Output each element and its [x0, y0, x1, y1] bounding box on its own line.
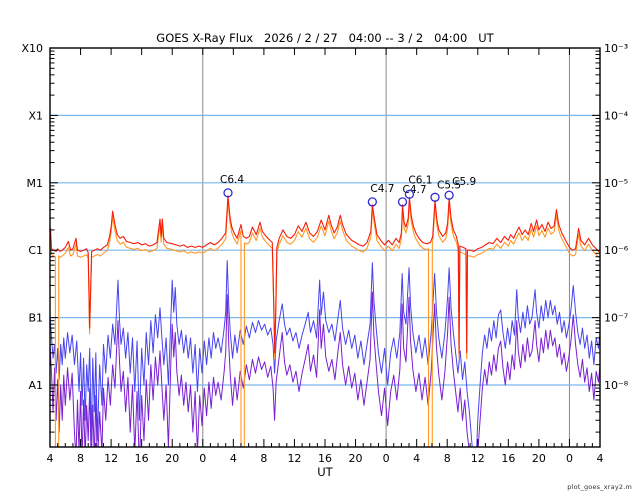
y-right-flux-label: 10⁻⁶: [604, 244, 629, 257]
series-group: [50, 195, 600, 447]
flare-peak-marker: [367, 197, 378, 207]
x-tick-label: 16: [501, 452, 515, 465]
x-tick-label: 4: [597, 452, 604, 465]
x-tick-label: 12: [471, 452, 485, 465]
x-tick-label: 4: [230, 452, 237, 465]
x-tick-label: 16: [318, 452, 332, 465]
flare-class-label: C5.9: [452, 176, 476, 188]
y-left-class-label: M1: [27, 177, 44, 190]
chart-title: GOES X-Ray Flux 2026 / 2 / 27 04:00 -- 3…: [156, 31, 494, 45]
y-right-flux-label: 10⁻⁴: [604, 109, 629, 122]
y-right-flux-label: 10⁻³: [604, 42, 628, 55]
xray-series-blue: [50, 260, 600, 447]
y-left-class-label: B1: [28, 312, 43, 325]
flare-class-label: C6.4: [220, 174, 244, 186]
flare-class-label: C6.1: [408, 174, 432, 186]
y-right-flux-label: 10⁻⁸: [604, 379, 629, 392]
x-tick-label: 16: [135, 452, 149, 465]
x-tick-label: 20: [349, 452, 363, 465]
x-tick-label: 4: [47, 452, 54, 465]
y-left-class-label: C1: [28, 244, 43, 257]
flare-class-label: C4.7: [370, 183, 394, 195]
x-tick-label: 0: [566, 452, 573, 465]
y-left-class-label: X10: [21, 42, 43, 55]
flare-peak-marker: [223, 188, 233, 198]
y-right-flux-label: 10⁻⁷: [604, 312, 628, 325]
x-tick-label: 8: [444, 452, 451, 465]
plot-source-watermark: plot_goes_xray2.m: [567, 483, 632, 491]
x-tick-label: 20: [165, 452, 179, 465]
x-tick-label: 20: [532, 452, 546, 465]
x-tick-label: 0: [383, 452, 390, 465]
x-axis-label: UT: [317, 465, 333, 479]
xray-series-orange: [50, 201, 600, 447]
xray-series-purple: [50, 291, 600, 447]
flare-class-label: C5.5: [437, 179, 461, 191]
x-tick-label: 4: [413, 452, 420, 465]
x-tick-label: 12: [287, 452, 301, 465]
x-tick-label: 12: [104, 452, 118, 465]
x-tick-label: 8: [260, 452, 267, 465]
flare-peak-marker: [444, 190, 454, 200]
flare-peak-marker: [404, 189, 415, 199]
y-left-class-label: X1: [28, 109, 43, 122]
y-right-flux-label: 10⁻⁵: [604, 177, 628, 190]
x-tick-label: 8: [77, 452, 84, 465]
flare-peak-marker: [397, 197, 408, 207]
xray-series-red: [50, 195, 600, 354]
x-tick-label: 0: [199, 452, 206, 465]
flare-class-label: C4.7: [403, 184, 427, 196]
flare-peak-marker: [430, 192, 440, 202]
y-left-class-label: A1: [28, 379, 43, 392]
